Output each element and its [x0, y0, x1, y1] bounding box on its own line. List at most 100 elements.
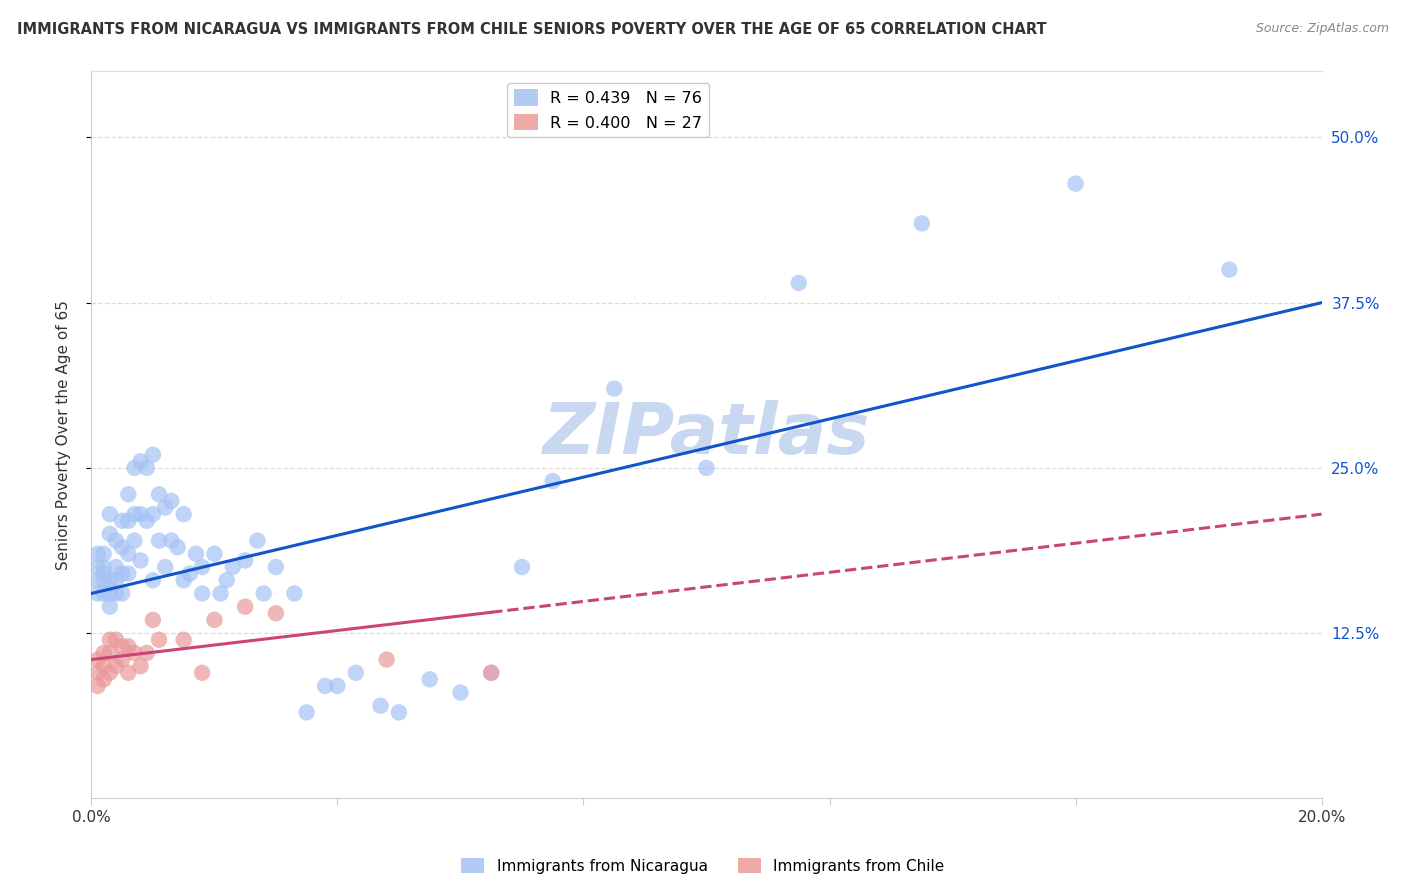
Point	[449, 685, 471, 699]
Point	[388, 706, 411, 720]
Point	[603, 382, 626, 396]
Point	[117, 566, 139, 581]
Point	[135, 646, 157, 660]
Point	[142, 573, 165, 587]
Point	[105, 659, 127, 673]
Point	[510, 560, 533, 574]
Point	[148, 632, 170, 647]
Point	[166, 540, 188, 554]
Point	[326, 679, 349, 693]
Point	[124, 533, 146, 548]
Point	[135, 514, 157, 528]
Point	[86, 652, 108, 666]
Point	[246, 533, 269, 548]
Point	[160, 494, 183, 508]
Y-axis label: Seniors Poverty Over the Age of 65: Seniors Poverty Over the Age of 65	[56, 300, 70, 570]
Point	[105, 586, 127, 600]
Point	[129, 454, 152, 468]
Point	[370, 698, 392, 713]
Point	[179, 566, 201, 581]
Point	[264, 607, 287, 621]
Point	[264, 560, 287, 574]
Point	[124, 507, 146, 521]
Point	[111, 640, 134, 654]
Point	[117, 640, 139, 654]
Point	[111, 566, 134, 581]
Point	[344, 665, 367, 680]
Point	[696, 461, 718, 475]
Point	[93, 673, 115, 687]
Point	[98, 599, 121, 614]
Text: Source: ZipAtlas.com: Source: ZipAtlas.com	[1256, 22, 1389, 36]
Point	[253, 586, 276, 600]
Point	[295, 706, 318, 720]
Point	[98, 665, 121, 680]
Point	[86, 547, 108, 561]
Point	[153, 500, 177, 515]
Point	[86, 573, 108, 587]
Point	[105, 573, 127, 587]
Point	[148, 487, 170, 501]
Point	[98, 573, 121, 587]
Point	[1218, 262, 1240, 277]
Point	[93, 573, 115, 587]
Point	[202, 547, 225, 561]
Point	[105, 533, 127, 548]
Point	[283, 586, 305, 600]
Point	[98, 507, 121, 521]
Point	[233, 553, 256, 567]
Point	[191, 560, 214, 574]
Point	[129, 553, 152, 567]
Point	[160, 533, 183, 548]
Point	[86, 560, 108, 574]
Point	[191, 665, 214, 680]
Point	[142, 448, 165, 462]
Legend: R = 0.439   N = 76, R = 0.400   N = 27: R = 0.439 N = 76, R = 0.400 N = 27	[508, 83, 709, 136]
Point	[135, 461, 157, 475]
Point	[111, 514, 134, 528]
Text: ZIPatlas: ZIPatlas	[543, 401, 870, 469]
Point	[173, 632, 195, 647]
Point	[86, 679, 108, 693]
Point	[93, 560, 115, 574]
Point	[153, 560, 177, 574]
Point	[98, 586, 121, 600]
Point	[787, 276, 810, 290]
Point	[111, 540, 134, 554]
Point	[98, 527, 121, 541]
Point	[98, 632, 121, 647]
Point	[124, 646, 146, 660]
Point	[117, 547, 139, 561]
Point	[173, 573, 195, 587]
Point	[129, 507, 152, 521]
Point	[111, 652, 134, 666]
Point	[142, 613, 165, 627]
Point	[105, 560, 127, 574]
Point	[93, 646, 115, 660]
Point	[202, 613, 225, 627]
Point	[419, 673, 441, 687]
Point	[124, 461, 146, 475]
Point	[142, 507, 165, 521]
Point	[209, 586, 232, 600]
Point	[117, 665, 139, 680]
Point	[86, 586, 108, 600]
Point	[479, 665, 502, 680]
Point	[375, 652, 398, 666]
Point	[314, 679, 336, 693]
Point	[93, 566, 115, 581]
Point	[911, 216, 934, 230]
Point	[93, 547, 115, 561]
Point	[105, 632, 127, 647]
Point	[129, 659, 152, 673]
Point	[222, 560, 245, 574]
Point	[86, 665, 108, 680]
Point	[215, 573, 238, 587]
Point	[93, 586, 115, 600]
Point	[541, 474, 564, 488]
Point	[233, 599, 256, 614]
Text: IMMIGRANTS FROM NICARAGUA VS IMMIGRANTS FROM CHILE SENIORS POVERTY OVER THE AGE : IMMIGRANTS FROM NICARAGUA VS IMMIGRANTS …	[17, 22, 1046, 37]
Legend: Immigrants from Nicaragua, Immigrants from Chile: Immigrants from Nicaragua, Immigrants fr…	[456, 852, 950, 880]
Point	[173, 507, 195, 521]
Point	[191, 586, 214, 600]
